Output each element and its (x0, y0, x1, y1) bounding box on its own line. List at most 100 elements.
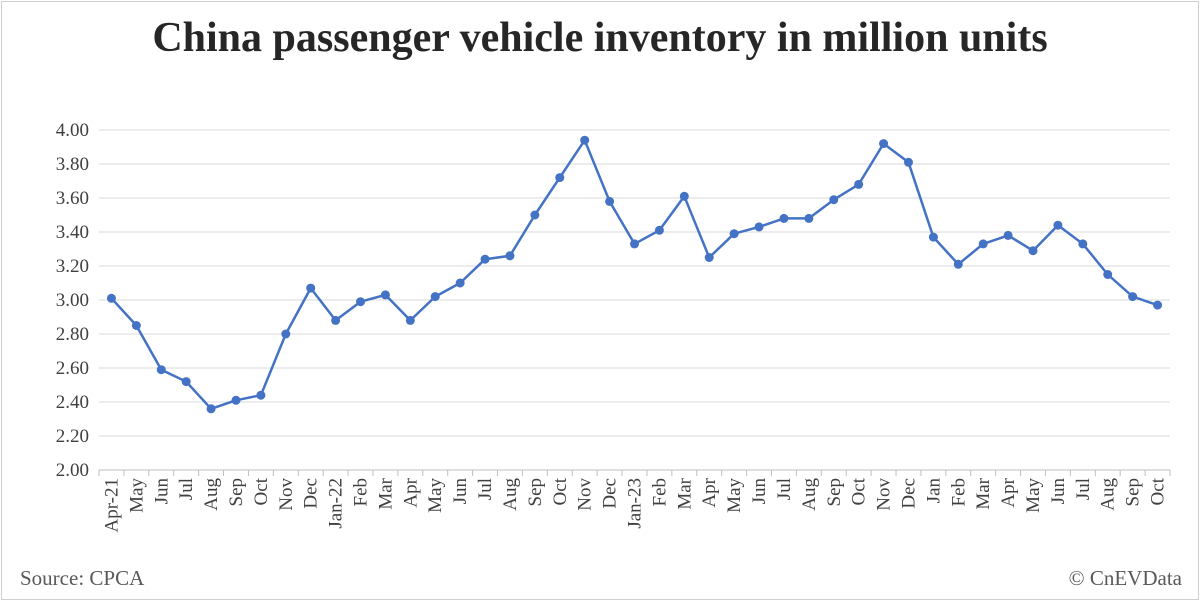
x-tick-label: Sep (525, 478, 546, 507)
data-point (555, 173, 565, 183)
x-tick-label: Nov (874, 478, 895, 511)
x-tick-label: Oct (1148, 477, 1169, 505)
data-point (630, 239, 639, 249)
y-tick-label: 2.60 (56, 358, 89, 379)
y-tick-label: 4.00 (56, 120, 89, 141)
x-tick-label: Aug (201, 478, 222, 511)
x-tick-label: Jun (151, 478, 172, 505)
x-tick-label: Aug (1098, 478, 1119, 511)
x-tick-label: Dec (301, 478, 322, 509)
data-point (1103, 270, 1113, 279)
x-tick-label: Oct (550, 477, 571, 505)
data-point (953, 259, 963, 269)
data-point (480, 254, 490, 264)
x-tick-label: Sep (1123, 478, 1144, 507)
x-tick-label: Jul (774, 478, 795, 500)
data-point (380, 290, 390, 300)
source-note: Source: CPCA (20, 566, 145, 590)
x-tick-label: May (724, 478, 745, 513)
y-tick-label: 2.00 (56, 460, 89, 481)
data-point (455, 278, 465, 288)
x-tick-label: Mar (674, 477, 695, 509)
chart-title: China passenger vehicle inventory in mil… (152, 15, 1048, 61)
x-tick-label: Jun (1048, 478, 1069, 505)
data-point (854, 179, 864, 189)
y-tick-label: 3.60 (56, 188, 89, 209)
y-tick-label: 2.20 (56, 426, 89, 447)
y-tick-label: 2.40 (56, 392, 89, 413)
x-tick-label: Jan (923, 478, 944, 504)
x-tick-label: Jun (749, 478, 770, 505)
series-line (110, 138, 1158, 411)
data-point (804, 213, 814, 223)
data-point (1028, 246, 1038, 256)
data-point (704, 253, 714, 262)
data-point (131, 321, 141, 330)
data-point (928, 232, 938, 242)
x-tick-label: May (425, 478, 446, 513)
x-tick-label: Jan-23 (625, 478, 646, 529)
data-point (281, 329, 291, 339)
x-tick-label: Jan-22 (326, 478, 347, 529)
data-point (1128, 292, 1138, 302)
x-tick-label: Mar (973, 477, 994, 509)
data-point (903, 157, 913, 167)
x-tick-label: Feb (351, 478, 372, 507)
x-tick-label: Oct (849, 477, 870, 505)
x-tick-label: Aug (799, 478, 820, 511)
data-point (530, 210, 540, 220)
data-point (580, 135, 590, 145)
data-point (729, 229, 739, 239)
data-point (754, 222, 764, 232)
data-point (829, 195, 839, 205)
data-point (405, 315, 415, 325)
x-tick-label: May (1023, 478, 1044, 513)
data-point (1053, 220, 1063, 230)
data-point (505, 251, 515, 261)
data-point (1153, 300, 1163, 310)
y-tick-label: 3.20 (56, 256, 89, 277)
x-tick-label: Nov (575, 478, 596, 511)
x-tick-label: Apr-21 (101, 478, 122, 533)
data-point (206, 404, 216, 414)
data-point (605, 196, 615, 206)
y-tick-label: 2.80 (56, 324, 89, 345)
x-tick-label: Apr (400, 477, 421, 507)
data-point (779, 213, 789, 223)
y-tick-label: 3.00 (56, 290, 89, 311)
y-tick-label: 3.40 (56, 222, 89, 243)
x-tick-label: Dec (600, 478, 621, 509)
x-tick-label: Mar (375, 477, 396, 509)
x-tick-label: Jul (475, 478, 496, 500)
x-tick-label: Feb (948, 478, 969, 507)
data-point (1003, 230, 1013, 240)
data-point (978, 239, 988, 249)
x-tick-label: Jun (450, 478, 471, 505)
data-point (106, 293, 116, 303)
data-point (356, 297, 366, 307)
data-point (879, 139, 889, 149)
data-point (679, 191, 689, 201)
data-point (430, 292, 440, 302)
x-tick-label: Jul (1073, 478, 1094, 500)
data-point (231, 395, 241, 405)
data-point (181, 377, 191, 387)
x-tick-label: Jul (176, 478, 197, 500)
x-tick-label: Apr (699, 477, 720, 507)
copyright-note: © CnEVData (1068, 566, 1182, 590)
x-tick-label: Oct (251, 477, 272, 505)
x-tick-label: Feb (649, 478, 670, 507)
x-tick-label: Sep (226, 478, 247, 507)
x-tick-label: May (126, 478, 147, 513)
data-point (156, 365, 166, 375)
x-tick-label: Sep (824, 478, 845, 507)
x-tick-label: Aug (500, 478, 521, 511)
y-tick-label: 3.80 (56, 154, 89, 175)
data-point (306, 283, 316, 293)
data-point (331, 315, 341, 325)
x-tick-label: Apr (998, 477, 1019, 507)
data-point (654, 225, 664, 235)
x-tick-label: Nov (276, 478, 297, 511)
